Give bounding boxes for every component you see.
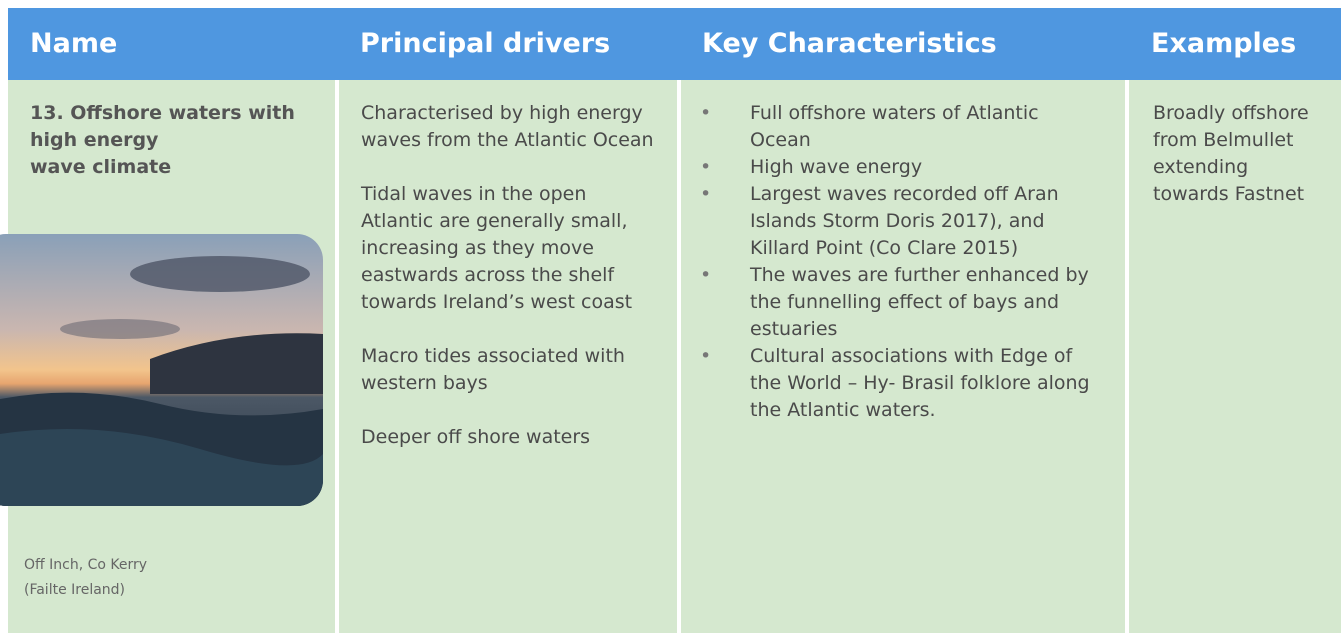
characteristic: High wave energy <box>700 154 1105 181</box>
driver-paragraph: Macro tides associated with western bays <box>361 345 625 394</box>
photo-caption: Off Inch, Co Kerry (Failte Ireland) <box>24 553 147 603</box>
characteristic: The waves are further enhanced by the fu… <box>700 262 1105 343</box>
header-cell: Name <box>30 28 118 59</box>
header-cell: Principal drivers <box>360 28 611 59</box>
name-text: 13. Offshore waters with high energy wave … <box>30 100 295 181</box>
header-row: Name Principal drivers Key Characteristi… <box>8 8 1341 80</box>
examples-text: Broadly offshore from Belmullet extendin… <box>1153 102 1309 205</box>
bullet-list: Full offshore waters of Atlantic OceanHi… <box>700 100 1105 424</box>
drivers-cell <box>339 80 677 633</box>
name-line: high energy <box>30 129 159 151</box>
header-cell: Examples <box>1151 28 1297 59</box>
caption-line: (Failte Ireland) <box>24 582 126 598</box>
caption-line: Off Inch, Co Kerry <box>24 557 148 573</box>
characteristic: Full offshore waters of Atlantic Ocean <box>700 100 1105 154</box>
drivers-text: Characterised by high energy waves from … <box>361 100 661 478</box>
driver-paragraph: Tidal waves in the open Atlantic are gen… <box>361 183 633 313</box>
name-line: wave climate <box>30 156 172 178</box>
characteristic: Cultural associations with Edge of the W… <box>700 343 1105 424</box>
driver-paragraph: Characterised by high energy waves from … <box>361 102 654 151</box>
name-line: 13. Offshore waters with <box>30 102 295 124</box>
examples-cell <box>1129 80 1341 633</box>
driver-paragraph: Deeper off shore waters <box>361 426 591 448</box>
photo <box>0 234 323 506</box>
header-cell: Key Characteristics <box>702 28 997 59</box>
characteristic: Largest waves recorded off Aran Islands … <box>700 181 1105 262</box>
characteristics-text: Full offshore waters of Atlantic OceanHi… <box>700 100 1105 424</box>
